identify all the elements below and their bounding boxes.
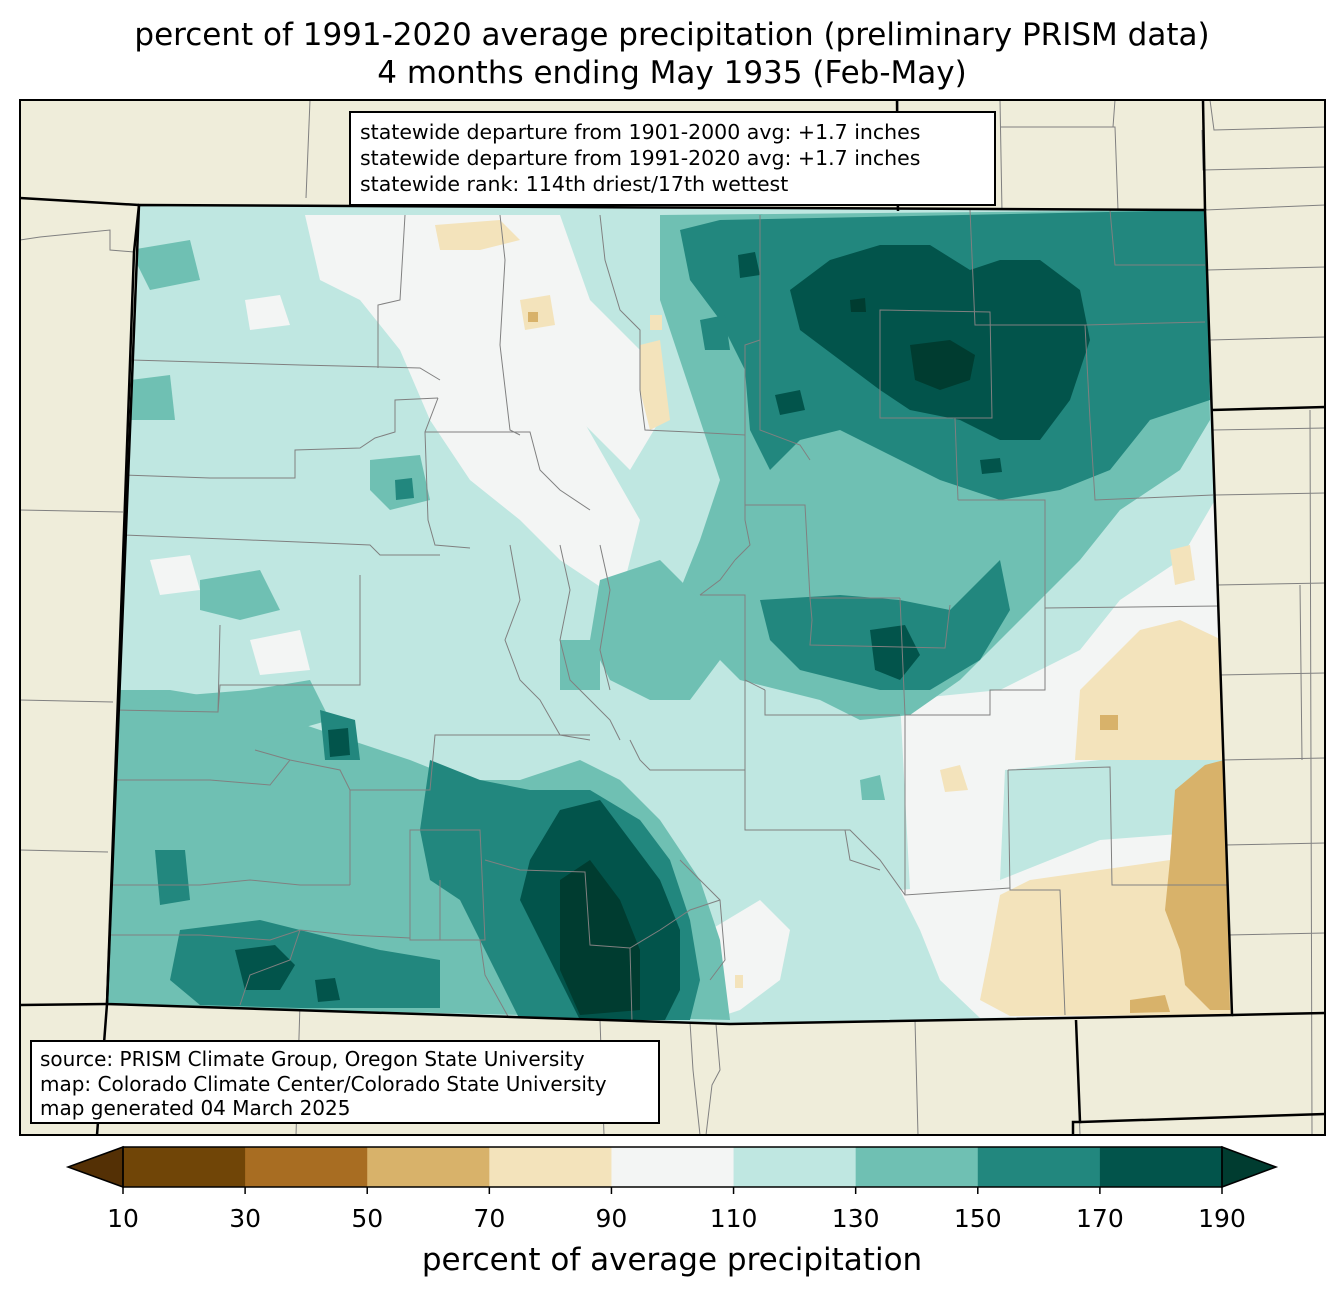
oklahoma-panhandle-border <box>1079 1112 1326 1124</box>
bin-over-190 <box>560 298 975 1015</box>
colorbar-bin-170-190 <box>1099 1147 1223 1187</box>
colorbar-tick-label: 150 <box>953 1204 1002 1233</box>
colorbar-tick-label: 170 <box>1076 1204 1124 1233</box>
nebraska-border-east <box>1201 99 1207 211</box>
colorbar-tick-label: 70 <box>473 1204 506 1233</box>
colorbar-tick-label: 30 <box>229 1204 262 1233</box>
neighbor-county-lines <box>20 100 1325 1135</box>
colorbar-label: percent of average precipitation <box>421 1242 923 1278</box>
utah-wyoming-border <box>19 196 140 207</box>
map-credit-line: map: Colorado Climate Center/Colorado St… <box>40 1071 607 1096</box>
colorbar-under-arrow <box>65 1145 124 1189</box>
colorbar-bin-70-90 <box>489 1147 612 1187</box>
stats-rank: statewide rank: 114th driest/17th wettes… <box>360 172 789 196</box>
colorbar-bin-150-170 <box>977 1147 1101 1187</box>
colorbar-tick-label: 50 <box>351 1204 384 1233</box>
colorbar-outline <box>122 1146 1223 1188</box>
stats-departure-1901-2000: statewide departure from 1901-2000 avg: … <box>360 120 921 144</box>
colorbar-tick-label: 10 <box>107 1204 139 1233</box>
kansas-oklahoma-border <box>1231 1011 1326 1017</box>
county-boundaries <box>108 209 1230 1023</box>
utah-arizona-border <box>19 1002 108 1007</box>
generated-date-line: map generated 04 March 2025 <box>40 1096 351 1120</box>
colorbar-bin-110-130 <box>733 1147 857 1187</box>
colorbar-bin-130-150 <box>855 1147 979 1187</box>
stats-departure-1991-2020: statewide departure from 1991-2020 avg: … <box>360 146 921 170</box>
colorbar-bin-10-30 <box>123 1147 246 1187</box>
colorbar-tick-label: 130 <box>831 1204 880 1233</box>
colorbar-over-arrow <box>1221 1145 1279 1189</box>
nebraska-kansas-border <box>1211 405 1326 412</box>
map-frame <box>19 99 1326 1136</box>
colorbar-bin-50-70 <box>367 1147 490 1187</box>
colorbar <box>65 1145 1279 1194</box>
colorbar-bin-90-110 <box>611 1147 735 1187</box>
map-title: percent of 1991-2020 average precipitati… <box>134 17 1210 53</box>
statewide-stats-box: statewide departure from 1901-2000 avg: … <box>349 111 996 206</box>
source-box: source: PRISM Climate Group, Oregon Stat… <box>30 1040 660 1124</box>
map-subtitle: 4 months ending May 1935 (Feb-May) <box>377 55 967 91</box>
colorbar-tick-label: 190 <box>1198 1204 1246 1233</box>
source-line: source: PRISM Climate Group, Oregon Stat… <box>40 1047 585 1071</box>
oklahoma-texas-border <box>1071 1019 1082 1135</box>
colorbar-tick-label: 110 <box>709 1204 758 1233</box>
colorbar-tick-label: 90 <box>595 1204 628 1233</box>
colorbar-bin-30-50 <box>245 1147 368 1187</box>
